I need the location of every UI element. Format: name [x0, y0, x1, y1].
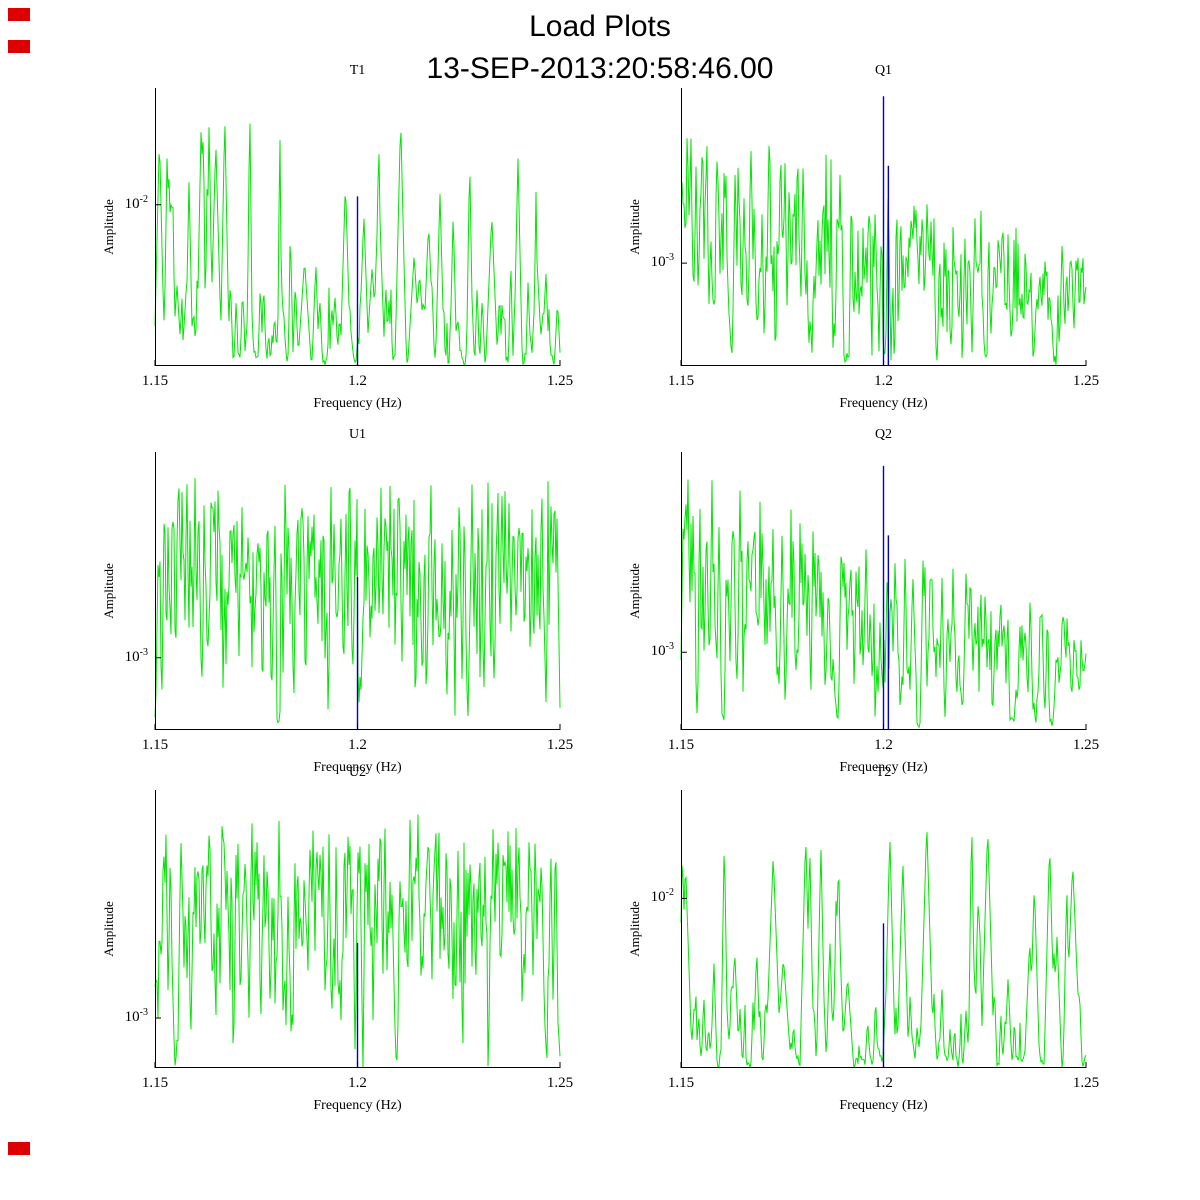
- figure-timestamp: 13-SEP-2013:20:58:46.00: [426, 52, 774, 85]
- y-tick-label: 10-3: [650, 641, 674, 660]
- plot-area: [154, 452, 561, 730]
- y-axis-label: Amplitude: [101, 901, 116, 957]
- y-axis-label: Amplitude: [101, 199, 116, 255]
- x-tick-label: 1.25: [546, 1075, 574, 1091]
- x-tick-label: 1.2: [348, 1075, 367, 1091]
- x-axis-label: Frequency (Hz): [839, 760, 928, 775]
- plot-area: [154, 88, 561, 366]
- x-tick-label: 1.2: [348, 373, 367, 389]
- plot-area: [680, 452, 1087, 730]
- x-tick-label: 1.15: [141, 737, 169, 753]
- x-tick-label: 1.25: [1072, 1075, 1100, 1091]
- red-marker-bottom: [8, 1142, 30, 1155]
- x-tick-label: 1.2: [874, 737, 893, 753]
- plot-area: [680, 88, 1087, 366]
- y-axis-label: Amplitude: [627, 901, 642, 957]
- subplot-title: Q2: [874, 427, 893, 442]
- x-tick-label: 1.25: [1072, 373, 1100, 389]
- x-tick-label: 1.25: [546, 737, 574, 753]
- y-tick-label: 10-2: [650, 887, 674, 906]
- y-tick-label: 10-3: [124, 1006, 148, 1025]
- subplot-u2: U2 Amplitude 10-3 1.15 1.2 1.25 Frequenc…: [101, 765, 573, 1113]
- x-tick-label: 1.15: [667, 373, 695, 389]
- x-tick-label: 1.15: [141, 1075, 169, 1091]
- subplot-q2: Q2 Amplitude 10-3 1.15 1.2 1.25 Frequenc…: [627, 427, 1099, 775]
- subplot-q1: Q1 Amplitude 10-3 1.15 1.2 1.25 Frequenc…: [627, 63, 1099, 411]
- red-marker-top-2: [8, 40, 30, 53]
- x-tick-label: 1.2: [874, 1075, 893, 1091]
- subplot-u1: U1 Amplitude 10-3 1.15 1.2 1.25 Frequenc…: [101, 427, 573, 775]
- x-tick-label: 1.15: [667, 1075, 695, 1091]
- y-axis-label: Amplitude: [627, 563, 642, 619]
- x-axis-label: Frequency (Hz): [313, 396, 402, 411]
- x-tick-label: 1.25: [1072, 737, 1100, 753]
- x-tick-label: 1.2: [874, 373, 893, 389]
- subplot-title: T2: [875, 765, 892, 780]
- x-tick-label: 1.15: [141, 373, 169, 389]
- x-tick-label: 1.2: [348, 737, 367, 753]
- subplot-title: U2: [348, 765, 367, 780]
- x-axis-label: Frequency (Hz): [839, 396, 928, 411]
- x-axis-label: Frequency (Hz): [313, 1098, 402, 1113]
- subplot-title: U1: [348, 427, 367, 442]
- subplot-title: T1: [349, 63, 366, 78]
- plot-area: [154, 790, 561, 1068]
- red-marker-top-1: [8, 8, 30, 21]
- figure-title: Load Plots: [529, 10, 671, 43]
- subplot-t1: T1 Amplitude 10-2 1.15 1.2 1.25 Frequenc…: [101, 63, 573, 411]
- y-axis-label: Amplitude: [101, 563, 116, 619]
- x-axis-label: Frequency (Hz): [839, 1098, 928, 1113]
- y-tick-label: 10-2: [124, 193, 148, 212]
- plot-area: [680, 790, 1087, 1069]
- y-tick-label: 10-3: [650, 252, 674, 271]
- x-tick-label: 1.25: [546, 373, 574, 389]
- x-tick-label: 1.15: [667, 737, 695, 753]
- y-tick-label: 10-3: [124, 646, 148, 665]
- subplot-t2: T2 Amplitude 10-2 1.15 1.2 1.25 Frequenc…: [627, 765, 1099, 1113]
- y-axis-label: Amplitude: [627, 199, 642, 255]
- subplot-title: Q1: [874, 63, 893, 78]
- x-axis-label: Frequency (Hz): [313, 760, 402, 775]
